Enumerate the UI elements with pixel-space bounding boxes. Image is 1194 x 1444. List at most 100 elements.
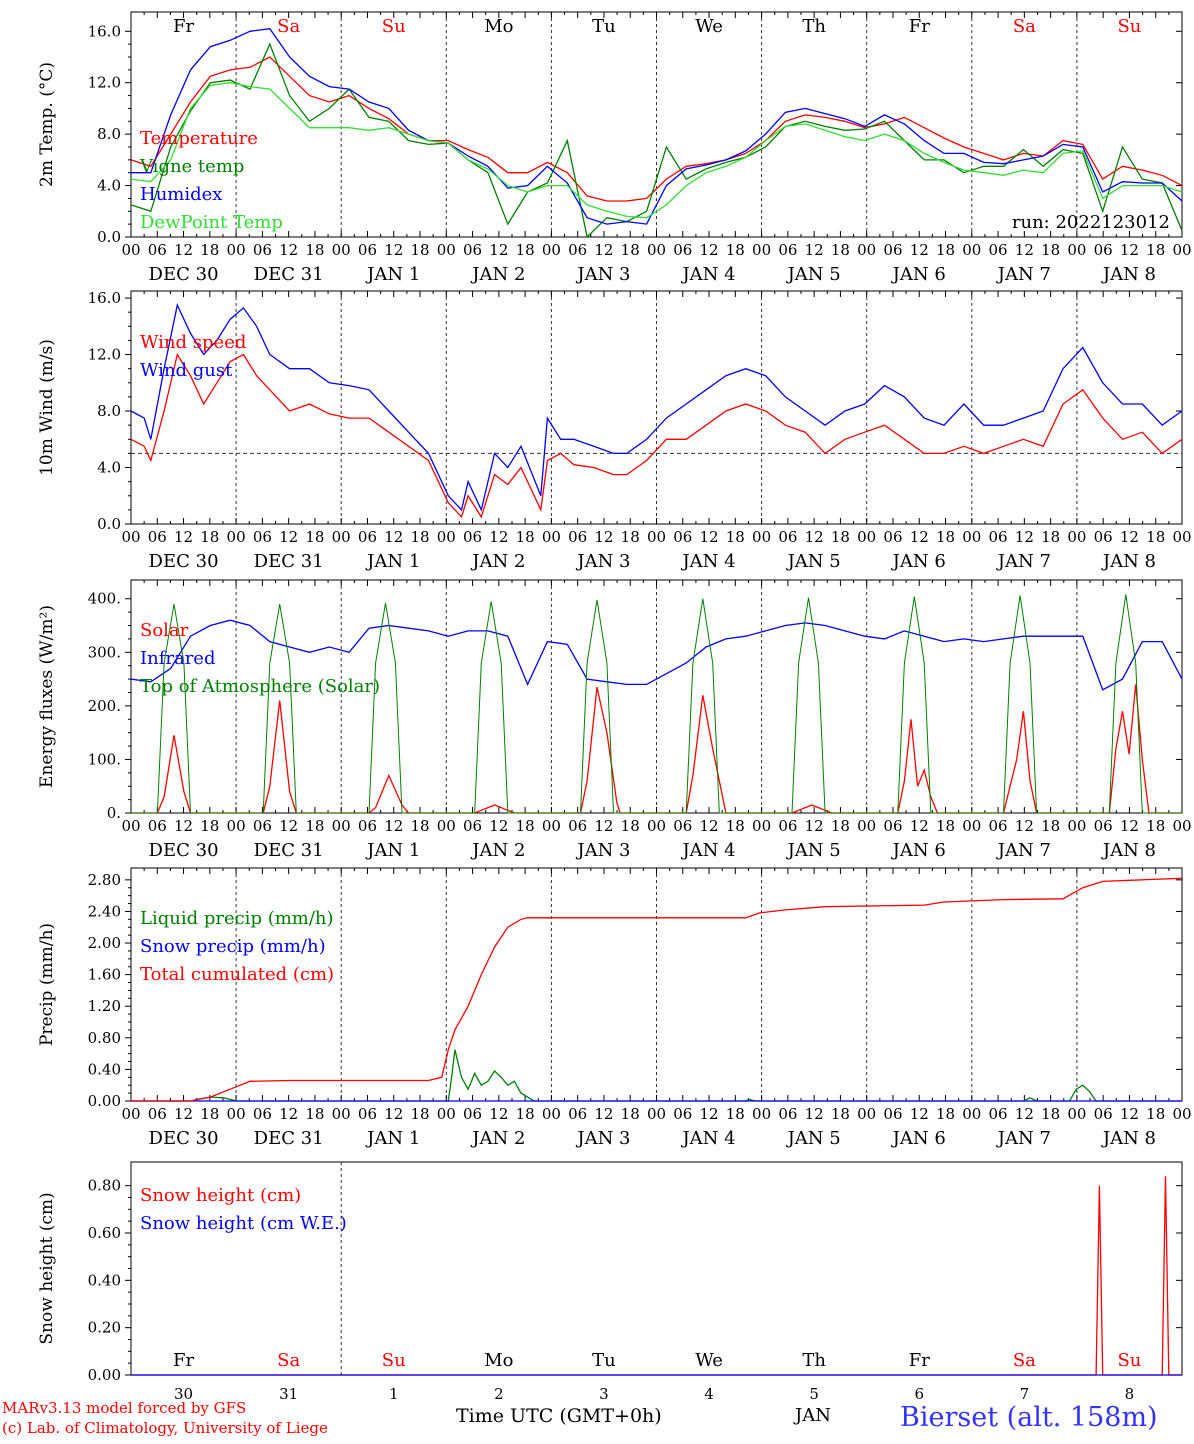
hour-tick-label: 00	[437, 1105, 456, 1123]
hour-tick-label: 06	[778, 1105, 797, 1123]
hour-tick-label: 00	[542, 1105, 561, 1123]
date-label: JAN 8	[1101, 551, 1156, 572]
date-label: JAN 8	[1101, 840, 1156, 861]
weekday-label: Tu	[592, 1350, 616, 1371]
weekday-label: Th	[802, 16, 826, 37]
hour-tick-label: 12	[910, 1105, 929, 1123]
hour-tick-label: 00	[647, 528, 666, 546]
hour-tick-label: 06	[463, 1105, 482, 1123]
hour-tick-label: 06	[989, 528, 1008, 546]
hour-tick-label: 00	[227, 528, 246, 546]
hour-tick-label: 12	[910, 528, 929, 546]
date-label: JAN 1	[365, 551, 420, 572]
hour-tick-label: 06	[1094, 1105, 1113, 1123]
hour-tick-label: 06	[358, 241, 377, 259]
hour-tick-label: 18	[410, 241, 429, 259]
date-label: JAN 6	[891, 1128, 946, 1149]
hour-tick-label: 06	[673, 528, 692, 546]
hour-tick-label: 00	[752, 528, 771, 546]
hour-tick-label: 18	[936, 1105, 955, 1123]
hour-tick-label: 00	[647, 241, 666, 259]
y-tick-label: 0.80	[88, 1177, 121, 1195]
date-label: DEC 31	[254, 840, 324, 861]
hour-tick-label: 06	[148, 1105, 167, 1123]
hour-tick-label: 18	[1041, 241, 1060, 259]
weekday-label: Su	[1117, 1350, 1141, 1371]
weekday-label: Su	[1117, 16, 1141, 37]
hour-tick-label: 00	[1172, 241, 1191, 259]
hour-tick-label: 06	[463, 817, 482, 835]
date-label: JAN 5	[786, 264, 841, 285]
y-tick-label: 16.0	[88, 22, 121, 40]
hour-tick-label: 06	[148, 817, 167, 835]
date-label: DEC 31	[254, 1128, 324, 1149]
date-label: DEC 30	[149, 840, 219, 861]
hour-tick-label: 00	[647, 1105, 666, 1123]
hour-tick-label: 00	[542, 528, 561, 546]
hour-tick-label: 18	[410, 1105, 429, 1123]
hour-tick-label: 18	[305, 528, 324, 546]
legend-entry: DewPoint Temp	[140, 212, 283, 233]
y-axis-label: 10m Wind (m/s)	[37, 339, 57, 476]
date-label: DEC 31	[254, 264, 324, 285]
hour-tick-label: 12	[174, 817, 193, 835]
hour-tick-label: 06	[883, 817, 902, 835]
bottom-month-label: JAN	[795, 1405, 831, 1426]
y-tick-label: 16.0	[88, 289, 121, 307]
legend-entry: Vigne temp	[139, 156, 244, 177]
y-tick-label: 0.80	[88, 1029, 121, 1047]
model-credit-line: MARv3.13 model forced by GFS	[2, 1399, 247, 1417]
y-tick-label: 0.0	[97, 515, 121, 533]
y-tick-label: 300.	[88, 643, 121, 661]
hour-tick-label: 12	[1015, 528, 1034, 546]
hour-tick-label: 12	[910, 817, 929, 835]
weekday-label: Fr	[173, 1350, 194, 1371]
date-label: JAN 2	[470, 551, 525, 572]
legend-entry: Total cumulated (cm)	[140, 964, 334, 985]
hour-tick-label: 12	[700, 528, 719, 546]
hour-tick-label: 18	[1146, 241, 1165, 259]
hour-tick-label: 00	[332, 528, 351, 546]
date-label: JAN 6	[891, 840, 946, 861]
date-label: DEC 31	[254, 551, 324, 572]
hour-tick-label: 12	[1015, 1105, 1034, 1123]
hour-tick-label: 12	[700, 241, 719, 259]
hour-tick-label: 18	[936, 528, 955, 546]
weekday-label: We	[695, 16, 723, 37]
hour-tick-label: 06	[673, 241, 692, 259]
weekday-label: Sa	[1013, 16, 1036, 37]
date-label: JAN 3	[575, 551, 630, 572]
time-axis-label: Time UTC (GMT+0h)	[456, 1405, 662, 1427]
hour-tick-label: 00	[962, 241, 981, 259]
hour-tick-label: 12	[594, 241, 613, 259]
hour-tick-label: 00	[227, 241, 246, 259]
hour-tick-label: 00	[962, 528, 981, 546]
hour-tick-label: 00	[437, 817, 456, 835]
hour-tick-label: 12	[1015, 817, 1034, 835]
hour-tick-label: 06	[673, 817, 692, 835]
date-label: JAN 7	[996, 551, 1051, 572]
hour-tick-label: 12	[489, 528, 508, 546]
hour-tick-label: 12	[1120, 241, 1139, 259]
weekday-label: Sa	[277, 16, 300, 37]
hour-tick-label: 06	[463, 528, 482, 546]
legend-entry: Top of Atmosphere (Solar)	[140, 676, 380, 697]
hour-tick-label: 18	[726, 1105, 745, 1123]
y-axis-label: Precip (mm/h)	[37, 923, 57, 1046]
hour-tick-label: 00	[1067, 241, 1086, 259]
hour-tick-label: 12	[594, 1105, 613, 1123]
hour-tick-label: 06	[989, 1105, 1008, 1123]
hour-tick-label: 12	[594, 817, 613, 835]
y-tick-label: 0.00	[88, 1366, 121, 1384]
hour-tick-label: 12	[1120, 817, 1139, 835]
hour-tick-label: 12	[910, 241, 929, 259]
y-axis-label: Snow height (cm)	[37, 1192, 57, 1344]
panel-wind: 0.0 4.0 8.0 12.0 16.0 10m Wind (m/s) 00 06 12 18 D…	[37, 289, 1192, 572]
hour-tick-label: 18	[831, 528, 850, 546]
hour-tick-label: 18	[831, 241, 850, 259]
hour-tick-label: 18	[200, 241, 219, 259]
hour-tick-label: 00	[857, 817, 876, 835]
hour-tick-label: 18	[621, 817, 640, 835]
weekday-label: Sa	[1013, 1350, 1036, 1371]
